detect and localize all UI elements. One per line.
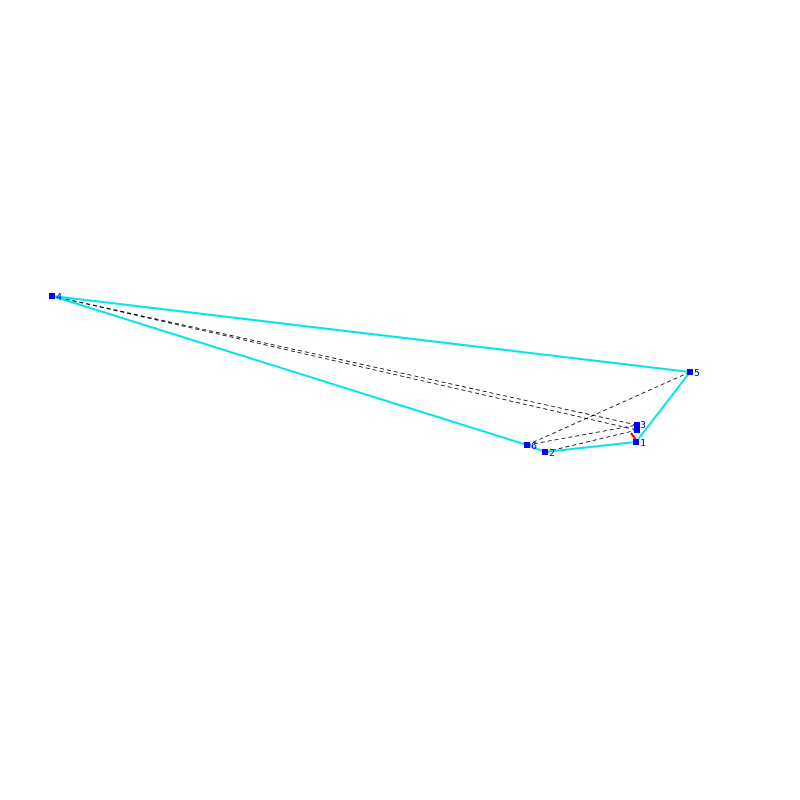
point-label: 5 bbox=[694, 368, 700, 379]
point bbox=[542, 449, 548, 455]
point-label: 6 bbox=[531, 441, 537, 452]
dashed-edge bbox=[526, 371, 691, 446]
dashed-edge bbox=[51, 295, 638, 431]
polygon-outline bbox=[51, 295, 692, 454]
marker bbox=[630, 432, 637, 441]
labels: 1 2 3 4 5 6 bbox=[56, 292, 700, 459]
dashed-edge bbox=[51, 295, 638, 426]
point-label: 1 bbox=[640, 438, 646, 449]
point bbox=[49, 293, 55, 299]
points bbox=[49, 293, 693, 455]
point bbox=[634, 427, 640, 433]
dashed-edge bbox=[526, 424, 638, 446]
point bbox=[633, 439, 639, 445]
point bbox=[524, 442, 530, 448]
dashed-lines bbox=[51, 295, 691, 453]
point-label: 4 bbox=[56, 292, 62, 303]
point-label: 3 bbox=[640, 420, 646, 431]
point bbox=[687, 369, 693, 375]
point-label: 2 bbox=[549, 448, 555, 459]
dashed-edge bbox=[544, 429, 638, 453]
point bbox=[634, 422, 640, 428]
